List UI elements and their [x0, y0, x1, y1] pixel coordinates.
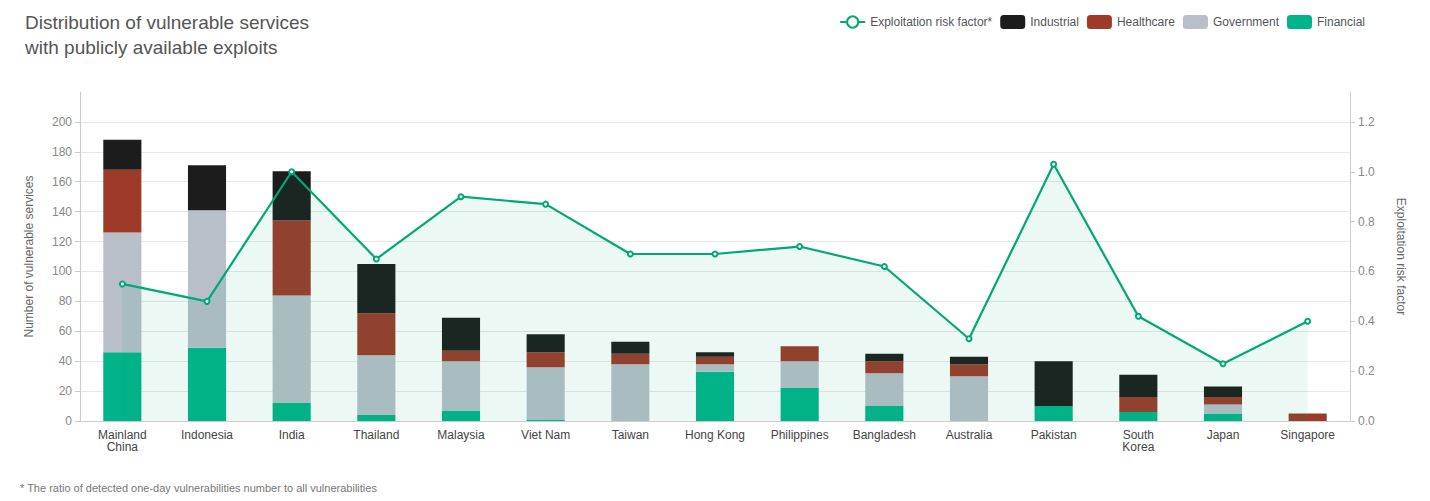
svg-text:120: 120 — [52, 235, 72, 249]
svg-text:20: 20 — [59, 384, 73, 398]
svg-text:Indonesia: Indonesia — [181, 428, 233, 442]
svg-text:80: 80 — [59, 294, 73, 308]
svg-text:China: China — [107, 440, 139, 454]
svg-text:160: 160 — [52, 175, 72, 189]
svg-text:Mainland: Mainland — [98, 428, 147, 442]
svg-text:Korea: Korea — [1122, 440, 1154, 454]
svg-text:1.0: 1.0 — [1358, 165, 1375, 179]
svg-text:0.6: 0.6 — [1358, 264, 1375, 278]
svg-text:0.2: 0.2 — [1358, 364, 1375, 378]
svg-text:180: 180 — [52, 145, 72, 159]
svg-text:with publicly available exploi: with publicly available exploits — [24, 37, 277, 58]
svg-text:Japan: Japan — [1207, 428, 1240, 442]
svg-text:Bangladesh: Bangladesh — [853, 428, 916, 442]
svg-text:200: 200 — [52, 115, 72, 129]
svg-text:Financial: Financial — [1317, 15, 1365, 29]
svg-text:140: 140 — [52, 205, 72, 219]
svg-text:Pakistan: Pakistan — [1031, 428, 1077, 442]
svg-text:India: India — [279, 428, 305, 442]
svg-text:Thailand: Thailand — [353, 428, 399, 442]
svg-text:Taiwan: Taiwan — [612, 428, 649, 442]
svg-text:Viet Nam: Viet Nam — [521, 428, 570, 442]
svg-text:Exploitation risk factor: Exploitation risk factor — [1394, 198, 1408, 315]
svg-text:100: 100 — [52, 264, 72, 278]
svg-text:0: 0 — [65, 414, 72, 428]
svg-text:* The ratio of detected one-da: * The ratio of detected one-day vulnerab… — [20, 482, 377, 494]
svg-text:Government: Government — [1213, 15, 1280, 29]
svg-text:Singapore: Singapore — [1280, 428, 1335, 442]
svg-text:0.0: 0.0 — [1358, 414, 1375, 428]
svg-text:0.4: 0.4 — [1358, 314, 1375, 328]
svg-text:Exploitation risk factor*: Exploitation risk factor* — [870, 15, 992, 29]
svg-text:Hong Kong: Hong Kong — [685, 428, 745, 442]
svg-text:Number of vulnerable services: Number of vulnerable services — [22, 175, 36, 337]
svg-text:Malaysia: Malaysia — [437, 428, 485, 442]
svg-text:40: 40 — [59, 354, 73, 368]
svg-text:Healthcare: Healthcare — [1117, 15, 1175, 29]
svg-text:Distribution of vulnerable ser: Distribution of vulnerable services — [25, 12, 309, 33]
svg-text:1.2: 1.2 — [1358, 115, 1375, 129]
svg-text:Australia: Australia — [946, 428, 993, 442]
svg-text:Philippines: Philippines — [771, 428, 829, 442]
svg-text:60: 60 — [59, 324, 73, 338]
svg-text:South: South — [1122, 428, 1154, 442]
svg-text:0.8: 0.8 — [1358, 215, 1375, 229]
svg-text:Industrial: Industrial — [1030, 15, 1079, 29]
